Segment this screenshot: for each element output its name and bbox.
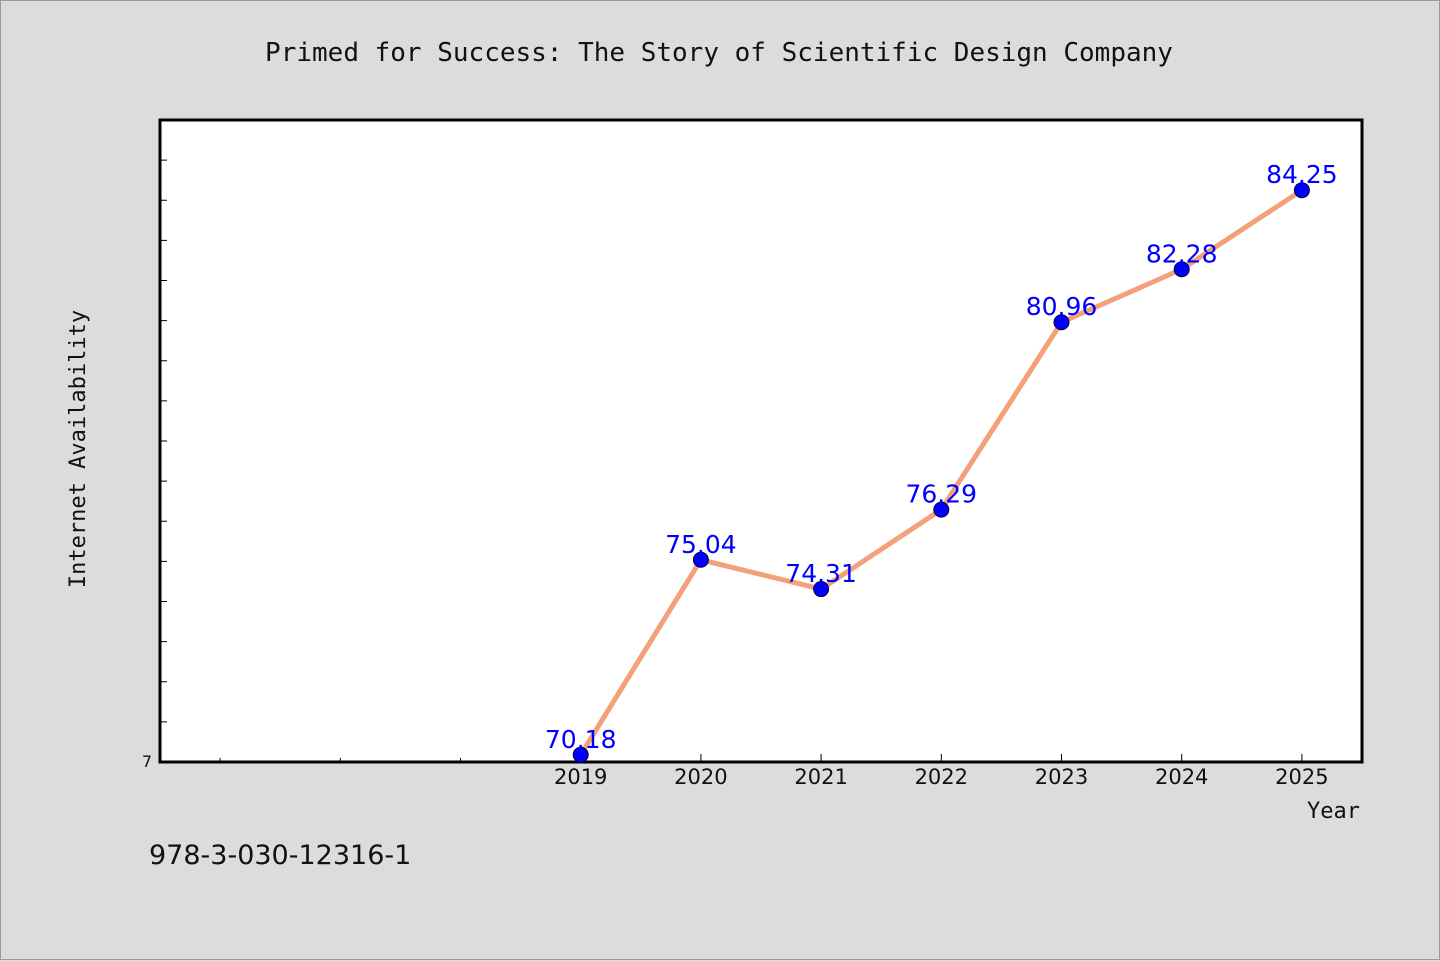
isbn-text: 978-3-030-12316-1 xyxy=(149,840,411,871)
data-point xyxy=(813,581,830,598)
data-point xyxy=(1173,261,1190,278)
plot-area xyxy=(158,118,1364,764)
y-tick-label: 7 xyxy=(142,752,152,771)
data-label: 74.31 xyxy=(785,559,857,588)
x-tick-label: 2022 xyxy=(915,765,968,789)
data-point xyxy=(933,501,950,518)
x-tick-labels: 2019 2020 2021 2022 2023 2024 2025 xyxy=(554,765,1329,789)
data-label: 82.28 xyxy=(1146,239,1218,268)
y-axis-ticks xyxy=(160,159,167,763)
x-axis-label: Year xyxy=(1307,799,1360,824)
data-label: 75.04 xyxy=(665,530,737,559)
data-labels: 70.18 75.04 74.31 76.29 80.96 82.28 84.25 xyxy=(545,160,1338,754)
data-point xyxy=(692,551,709,568)
x-tick-label: 2020 xyxy=(674,765,727,789)
y-axis-label: Internet Availability xyxy=(66,310,91,588)
data-point xyxy=(572,746,589,763)
data-label: 80.96 xyxy=(1026,292,1098,321)
data-label: 70.18 xyxy=(545,725,617,754)
x-tick-label: 2019 xyxy=(554,765,607,789)
x-tick-label: 2025 xyxy=(1275,765,1328,789)
x-tick-label: 2021 xyxy=(794,765,847,789)
data-point xyxy=(1053,314,1070,331)
data-label: 84.25 xyxy=(1266,160,1338,189)
series-markers xyxy=(572,182,1310,763)
data-point xyxy=(1293,182,1310,199)
x-axis-ticks xyxy=(219,754,1303,762)
chart-title: Primed for Success: The Story of Scienti… xyxy=(265,38,1173,68)
x-tick-label: 2023 xyxy=(1035,765,1088,789)
x-tick-label: 2024 xyxy=(1155,765,1208,789)
data-label: 76.29 xyxy=(906,480,978,509)
